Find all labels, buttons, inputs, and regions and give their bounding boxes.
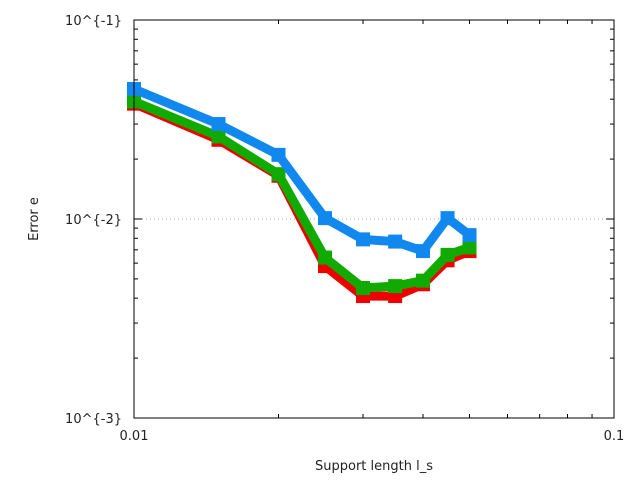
series-layer: [127, 82, 477, 304]
series-2-point: [415, 244, 430, 259]
plot-frame: [133, 19, 615, 419]
series-2-point: [211, 117, 226, 132]
tick-layer: [133, 20, 615, 419]
series-1-point: [271, 167, 286, 182]
series-1-point: [415, 273, 430, 288]
series-2-point: [388, 234, 403, 249]
x-tick-label-0: 0.01: [120, 429, 149, 444]
series-2-point: [462, 228, 477, 243]
series-0: [127, 96, 477, 304]
series-1-point: [440, 247, 455, 262]
y-tick-label-1: 10^{-2}: [65, 213, 122, 228]
series-2: [127, 82, 477, 259]
series-2-point: [318, 211, 333, 226]
x-tick-label-1: 0.1: [604, 429, 625, 444]
series-2-point: [271, 147, 286, 162]
series-1-point: [388, 279, 403, 294]
series-0-line: [129, 99, 474, 301]
series-1-point: [211, 129, 226, 144]
series-1-point: [462, 240, 477, 255]
series-1-point: [356, 281, 371, 296]
series-1-point: [318, 250, 333, 265]
y-axis-title: Error e: [27, 197, 42, 241]
series-1: [127, 94, 477, 296]
label-layer: 0.01 0.1 10^{-1} 10^{-2} 10^{-3}: [65, 14, 624, 444]
series-2-point: [440, 211, 455, 226]
series-2-point: [356, 232, 371, 247]
x-axis-title: Support length l_s: [315, 459, 433, 474]
y-tick-label-0: 10^{-1}: [65, 14, 122, 29]
y-tick-label-2: 10^{-3}: [65, 412, 122, 427]
